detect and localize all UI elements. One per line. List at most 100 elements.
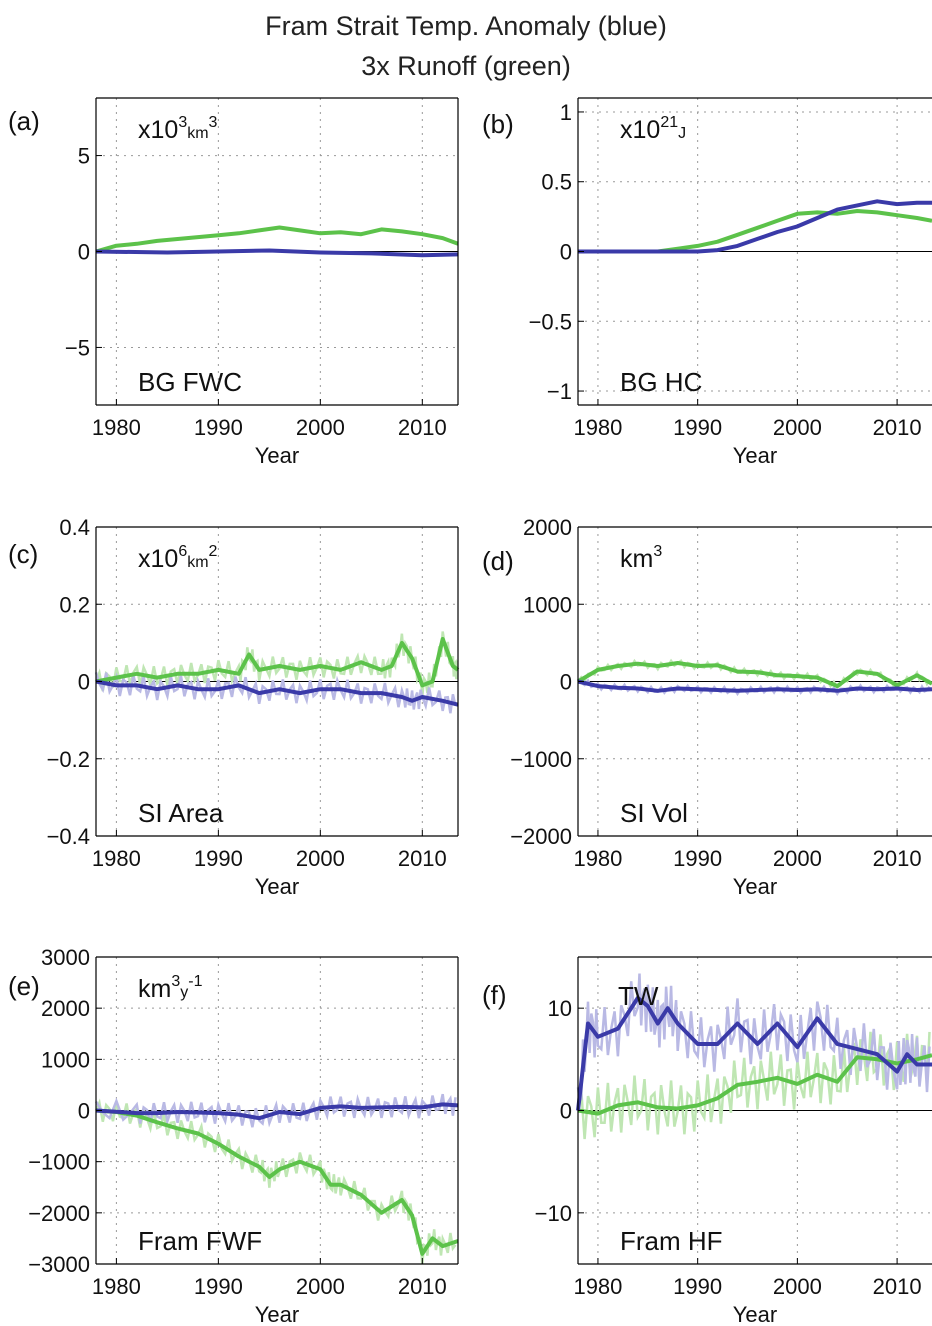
y-tick-label: 0.2 (59, 592, 90, 617)
panel-b: −1 −0.5 0 0.5 1 1980 1990 2000 2010 Year (b) x1021J… (482, 97, 932, 468)
x-tick-label: 2000 (773, 1274, 822, 1299)
x-tick-label: 1990 (673, 415, 722, 440)
y-tick-label: 0 (78, 1099, 90, 1124)
panel-label: (b) (482, 109, 514, 139)
units-label: km3y-1 (138, 973, 203, 1003)
x-tick-label: 1990 (673, 846, 722, 871)
units-label: x106km2 (138, 543, 218, 573)
inner-label: BG FWC (138, 367, 242, 397)
series-line-blue (95, 679, 459, 707)
y-tick-label: −3000 (28, 1252, 90, 1277)
panel-d: −2000 −1000 0 1000 2000 1980 1990 2000 2010 Year (… (482, 515, 932, 899)
panel-label: (c) (8, 539, 38, 569)
top-label: TW (618, 981, 659, 1011)
panel-f: −10 0 10 1980 1990 2000 2010 Year (f) Fram HF TW (482, 956, 932, 1326)
x-tick-label: 2000 (773, 846, 822, 871)
x-tick-label: 1990 (194, 415, 243, 440)
y-tick-label: −2000 (510, 824, 572, 849)
y-tick-label: 3000 (41, 945, 90, 970)
x-tick-label: 1980 (573, 846, 622, 871)
y-tick-label: 5 (78, 144, 90, 169)
inner-label: Fram HF (620, 1226, 723, 1256)
x-tick-label: 2010 (873, 1274, 922, 1299)
series-line-blue (576, 995, 932, 1111)
y-tick-label: 1 (560, 100, 572, 125)
inner-label: BG HC (620, 367, 702, 397)
figure-title-line2: 3x Runoff (green) (361, 51, 571, 81)
y-tick-label: −10 (535, 1201, 572, 1226)
x-tick-label: 1990 (673, 1274, 722, 1299)
units-label: x103km3 (138, 114, 218, 144)
series-line-blue (95, 248, 459, 258)
x-tick-label: 1990 (194, 846, 243, 871)
inner-label: Fram FWF (138, 1226, 262, 1256)
y-tick-label: 0.4 (59, 515, 90, 540)
x-axis-label: Year (255, 1302, 299, 1326)
series-line-blue (577, 679, 932, 693)
series-line-blue (578, 199, 932, 254)
x-axis-label: Year (733, 443, 777, 468)
y-tick-label: 0 (78, 670, 90, 695)
x-axis-label: Year (255, 874, 299, 899)
x-tick-label: 1990 (194, 1274, 243, 1299)
panel-a: −5 0 5 1980 1990 2000 2010 Year (a) x103km3 BG FWC (8, 97, 459, 468)
y-tick-label: 0 (560, 1099, 572, 1124)
panel-label: (f) (482, 980, 507, 1010)
x-tick-label: 2000 (296, 1274, 345, 1299)
y-tick-label: 0.5 (541, 170, 572, 195)
units-label: km3 (620, 543, 662, 573)
series-noise-green (576, 1031, 931, 1140)
x-tick-label: 2000 (296, 846, 345, 871)
series-line-green (95, 637, 460, 688)
x-axis-label: Year (255, 443, 299, 468)
x-tick-label: 1980 (573, 1274, 622, 1299)
x-tick-label: 2010 (873, 846, 922, 871)
x-tick-label: 2000 (296, 415, 345, 440)
series-noise-blue (94, 672, 457, 714)
x-tick-label: 1980 (92, 846, 141, 871)
x-tick-label: 1980 (573, 415, 622, 440)
x-tick-label: 2010 (873, 415, 922, 440)
panel-label: (d) (482, 546, 514, 576)
panel-e: −3000 −2000 −1000 0 1000 2000 3000 1980 1990 2000… (8, 945, 459, 1326)
x-axis-label: Year (733, 874, 777, 899)
y-tick-label: 0 (560, 240, 572, 265)
y-tick-label: 1000 (523, 592, 572, 617)
figure-title-line1: Fram Strait Temp. Anomaly (blue) (265, 11, 667, 41)
series-line-green (577, 1053, 932, 1116)
y-tick-label: −5 (65, 335, 90, 360)
y-tick-label: −2000 (28, 1201, 90, 1226)
y-tick-label: 2000 (41, 996, 90, 1021)
series-line-green (578, 209, 932, 254)
y-tick-label: 10 (548, 996, 572, 1021)
panel-label: (e) (8, 971, 40, 1001)
x-tick-label: 1980 (92, 415, 141, 440)
panel-c: −0.4 −0.2 0 0.2 0.4 1980 1990 2000 2010 Year (c) x1… (8, 515, 460, 899)
figure-title: Fram Strait Temp. Anomaly (blue) 3x Runo… (0, 6, 932, 86)
x-tick-label: 2000 (773, 415, 822, 440)
series-line-blue (95, 1102, 459, 1121)
inner-label: SI Vol (620, 798, 688, 828)
inner-label: SI Area (138, 798, 224, 828)
y-tick-label: −1 (547, 379, 572, 404)
y-tick-label: −0.2 (47, 747, 90, 772)
y-tick-label: −0.5 (529, 309, 572, 334)
x-tick-label: 2010 (398, 846, 447, 871)
series-line-green (95, 1108, 459, 1256)
panel-label: (a) (8, 106, 40, 136)
y-tick-label: −1000 (510, 747, 572, 772)
series-noise-blue (94, 1093, 457, 1128)
y-tick-label: −1000 (28, 1150, 90, 1175)
y-tick-label: 0 (78, 240, 90, 265)
x-axis-label: Year (733, 1302, 777, 1326)
x-tick-label: 2010 (398, 415, 447, 440)
x-tick-label: 2010 (398, 1274, 447, 1299)
y-tick-label: 0 (560, 670, 572, 695)
y-tick-label: 1000 (41, 1047, 90, 1072)
series-line-green (576, 661, 932, 689)
series-line-green (95, 225, 459, 254)
y-tick-label: 2000 (523, 515, 572, 540)
x-tick-label: 1980 (92, 1274, 141, 1299)
y-tick-label: −0.4 (47, 824, 90, 849)
